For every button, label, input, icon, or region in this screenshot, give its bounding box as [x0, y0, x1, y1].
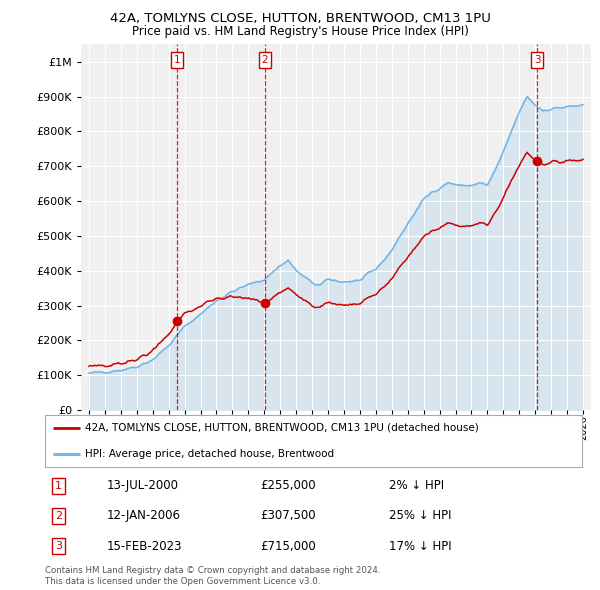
Text: This data is licensed under the Open Government Licence v3.0.: This data is licensed under the Open Gov…	[45, 577, 320, 586]
Text: 2: 2	[55, 511, 62, 521]
Text: Contains HM Land Registry data © Crown copyright and database right 2024.: Contains HM Land Registry data © Crown c…	[45, 566, 380, 575]
Text: 3: 3	[55, 541, 62, 551]
Text: 2: 2	[262, 55, 268, 65]
Text: 1: 1	[55, 481, 62, 491]
Text: £715,000: £715,000	[260, 540, 316, 553]
Text: 42A, TOMLYNS CLOSE, HUTTON, BRENTWOOD, CM13 1PU (detached house): 42A, TOMLYNS CLOSE, HUTTON, BRENTWOOD, C…	[85, 423, 479, 433]
Text: 3: 3	[534, 55, 541, 65]
Text: 15-FEB-2023: 15-FEB-2023	[107, 540, 182, 553]
Text: 12-JAN-2006: 12-JAN-2006	[107, 509, 181, 523]
Text: 42A, TOMLYNS CLOSE, HUTTON, BRENTWOOD, CM13 1PU: 42A, TOMLYNS CLOSE, HUTTON, BRENTWOOD, C…	[110, 12, 490, 25]
Text: Price paid vs. HM Land Registry's House Price Index (HPI): Price paid vs. HM Land Registry's House …	[131, 25, 469, 38]
Text: HPI: Average price, detached house, Brentwood: HPI: Average price, detached house, Bren…	[85, 449, 334, 459]
Text: 25% ↓ HPI: 25% ↓ HPI	[389, 509, 451, 523]
Text: 2% ↓ HPI: 2% ↓ HPI	[389, 479, 444, 492]
Text: £307,500: £307,500	[260, 509, 316, 523]
Text: 1: 1	[174, 55, 181, 65]
Text: 17% ↓ HPI: 17% ↓ HPI	[389, 540, 451, 553]
Text: 13-JUL-2000: 13-JUL-2000	[107, 479, 179, 492]
Text: £255,000: £255,000	[260, 479, 316, 492]
